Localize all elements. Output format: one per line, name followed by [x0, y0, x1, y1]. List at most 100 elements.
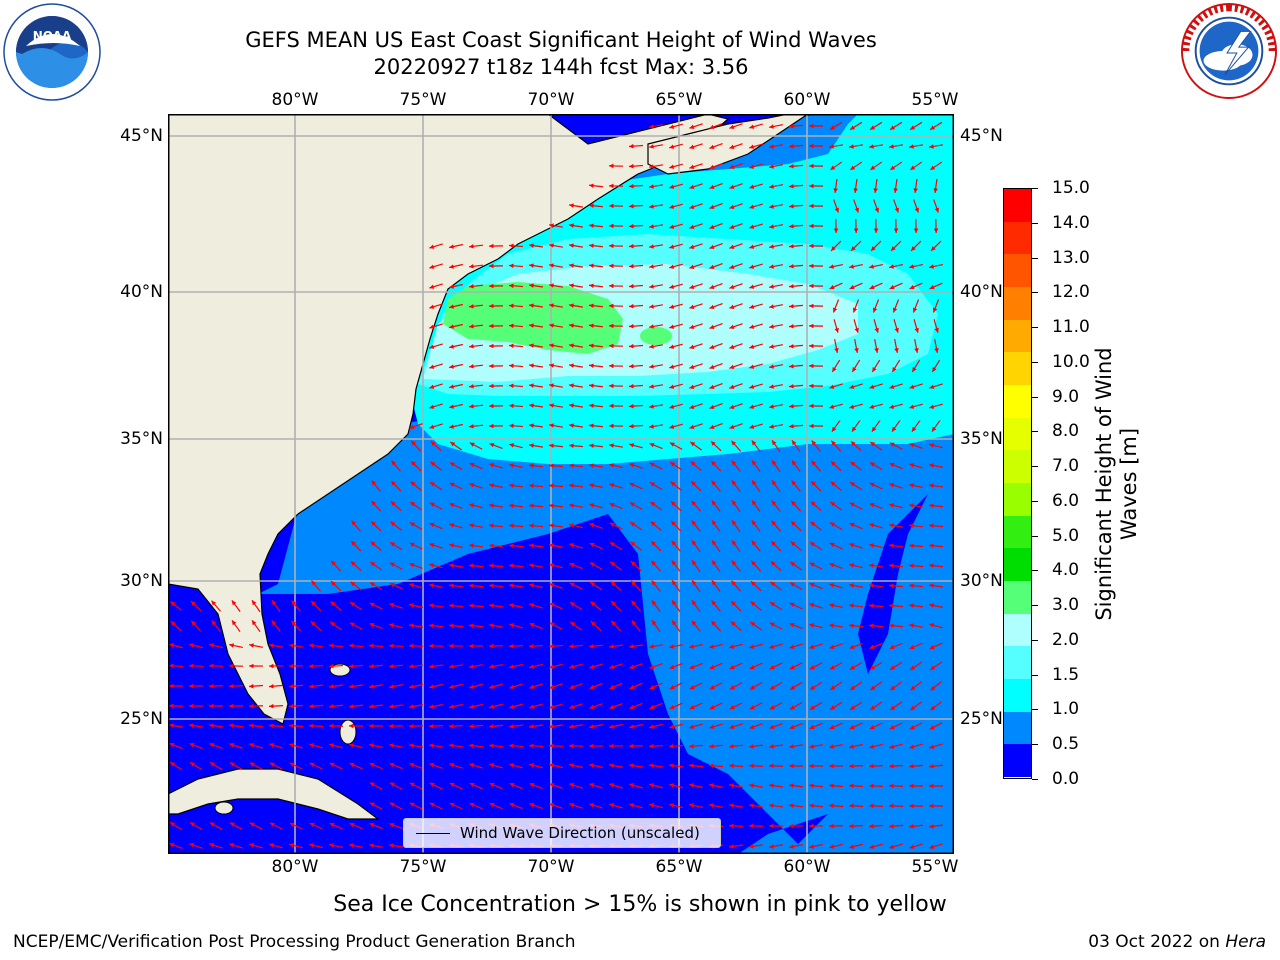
wave-arrow — [488, 243, 504, 249]
wave-arrow — [749, 283, 763, 289]
wave-arrow — [408, 643, 424, 649]
footer-credit: NCEP/EMC/Verification Post Processing Pr… — [13, 932, 576, 952]
wave-arrow — [588, 323, 604, 328]
wave-arrow — [668, 743, 684, 749]
wave-arrow — [770, 540, 782, 552]
wave-arrow — [751, 499, 761, 513]
wave-arrow — [328, 663, 344, 669]
wave-arrow — [788, 423, 804, 429]
wave-arrow — [208, 683, 224, 689]
wave-arrow — [588, 183, 604, 188]
wave-arrow — [288, 663, 304, 669]
wave-arrow — [909, 383, 923, 389]
wave-arrow — [910, 681, 922, 691]
wave-arrow — [770, 581, 782, 591]
wave-arrow — [628, 203, 644, 209]
wave-arrow — [649, 224, 663, 229]
wave-arrow — [429, 583, 443, 588]
wave-arrow — [728, 763, 744, 769]
wave-arrow — [348, 723, 364, 729]
wave-arrow — [629, 521, 643, 531]
wave-arrow — [209, 643, 223, 649]
wave-arrow — [711, 519, 721, 533]
wave-arrow — [689, 783, 703, 789]
wave-arrow — [329, 762, 343, 770]
wave-arrow — [409, 704, 423, 709]
colorbar-tick-mark — [1032, 535, 1038, 537]
colorbar-segment — [1004, 319, 1031, 353]
wave-arrow — [749, 423, 763, 429]
wave-arrow — [288, 723, 304, 729]
wave-arrow — [468, 603, 484, 609]
wave-arrow — [869, 843, 883, 849]
wave-arrow — [751, 459, 761, 473]
wave-arrow — [549, 622, 563, 630]
wave-arrow — [489, 463, 503, 469]
wave-arrow — [608, 203, 624, 209]
wave-arrow — [853, 319, 859, 333]
wave-arrow — [449, 303, 463, 309]
wave-arrow — [930, 701, 942, 711]
wave-arrow — [788, 823, 804, 829]
wave-arrow — [569, 562, 583, 570]
wave-arrow — [788, 223, 804, 229]
wave-arrow — [788, 263, 804, 269]
wave-arrow — [588, 423, 604, 428]
wave-arrow — [549, 383, 563, 388]
wave-arrow — [508, 243, 524, 249]
wave-arrow — [528, 383, 544, 388]
wave-arrow — [933, 199, 939, 213]
wave-arrow — [589, 724, 603, 729]
wave-arrow — [933, 218, 939, 234]
wave-arrow — [608, 743, 624, 749]
wave-arrow — [391, 460, 401, 472]
wave-arrow — [769, 204, 783, 209]
wave-arrow — [409, 683, 423, 689]
wave-arrow — [849, 681, 863, 691]
wave-arrow — [669, 662, 683, 670]
wave-arrow — [429, 782, 443, 790]
wave-arrow — [731, 480, 741, 492]
wave-arrow — [789, 702, 803, 710]
wave-arrow — [909, 144, 923, 149]
wave-arrow — [728, 844, 744, 849]
wave-arrow — [771, 459, 781, 473]
wave-arrow — [429, 283, 443, 289]
wave-arrow — [848, 763, 864, 769]
wave-arrow — [249, 822, 263, 830]
wave-arrow — [928, 764, 944, 769]
wave-arrow — [189, 843, 203, 849]
wave-arrow — [729, 803, 743, 808]
wave-arrow — [169, 842, 183, 849]
wave-arrow — [749, 723, 763, 729]
wave-arrow — [188, 703, 204, 709]
wave-arrow — [928, 503, 944, 508]
wave-arrow — [888, 823, 904, 829]
wave-arrow — [908, 763, 924, 769]
wave-arrow — [628, 283, 644, 289]
sea-ice-note: Sea Ice Concentration > 15% is shown in … — [333, 892, 947, 917]
wave-arrow — [770, 560, 782, 572]
wave-arrow — [870, 240, 882, 252]
wave-arrow — [448, 664, 464, 669]
colorbar-tick-mark — [1032, 605, 1038, 607]
wave-arrow — [649, 264, 663, 269]
wave-arrow — [709, 123, 723, 130]
wave-arrow — [589, 483, 603, 488]
wave-arrow — [909, 722, 923, 730]
colorbar-tick-mark — [1032, 500, 1038, 502]
wave-arrow — [769, 284, 783, 289]
wave-arrow — [170, 601, 182, 611]
wave-arrow — [509, 763, 523, 769]
wave-arrow — [868, 603, 884, 609]
ocean-band-3-4 — [443, 282, 623, 354]
wave-arrow — [588, 743, 604, 749]
wave-arrow — [648, 743, 664, 749]
wave-arrow — [528, 323, 544, 328]
wave-arrow — [468, 543, 484, 548]
wave-arrow — [628, 223, 644, 229]
colorbar-tick-label: 8.0 — [1052, 421, 1080, 442]
wave-arrow — [468, 643, 484, 649]
wave-arrow — [569, 582, 583, 590]
wave-arrow — [651, 580, 661, 592]
